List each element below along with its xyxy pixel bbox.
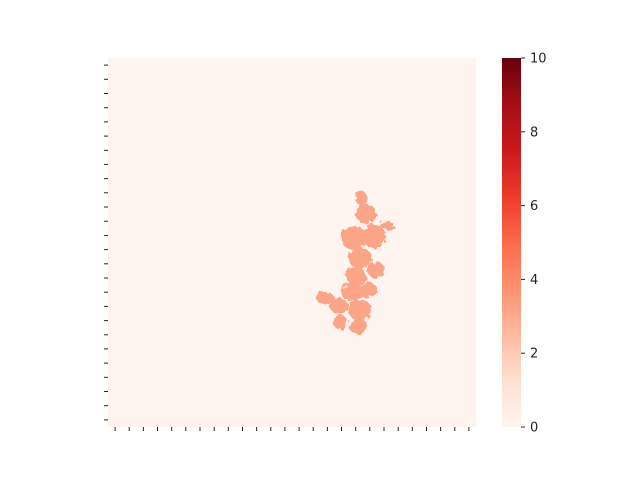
colorbar-ticks: 0 2 4 6 8 10 [521, 52, 547, 436]
region-cell-middle-right [367, 262, 385, 278]
region-cell-upper [356, 204, 376, 224]
region-cell-lower-right [359, 282, 377, 298]
region-cell-middle [348, 248, 372, 268]
y-axis-ticks [104, 64, 108, 421]
region-cell-centre [346, 267, 366, 285]
region-cell-top [355, 191, 367, 205]
colorbar [502, 58, 521, 427]
region-cell-lower [348, 300, 372, 320]
colorbar-tick-label: 8 [530, 125, 538, 140]
heatmap-background [108, 58, 476, 427]
region-cell-bottom [349, 318, 367, 334]
colorbar-tick-label: 4 [530, 273, 538, 288]
heatmap-region [316, 191, 395, 334]
region-cell-lower-left [316, 292, 334, 304]
region-cell-bottom-left [333, 315, 347, 329]
colorbar-tick-label: 2 [530, 347, 538, 362]
region-cell-upper-left [341, 226, 367, 250]
region-cell-spur [377, 222, 395, 230]
region-cell-lower-mid [330, 298, 348, 314]
colorbar-tick-label: 0 [530, 421, 538, 436]
colorbar-tick-label: 6 [530, 199, 538, 214]
region-cell-lower-centre [341, 283, 363, 301]
region-cell-upper-right [362, 224, 386, 248]
x-axis-ticks [114, 427, 470, 431]
colorbar-tick-label: 10 [530, 52, 547, 67]
